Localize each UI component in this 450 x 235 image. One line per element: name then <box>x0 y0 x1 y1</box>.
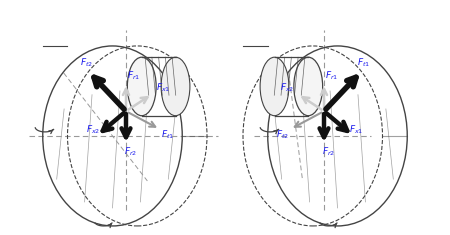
Ellipse shape <box>127 57 156 116</box>
Text: $F_{r2}$: $F_{r2}$ <box>124 145 137 158</box>
Text: $F_{t2}$: $F_{t2}$ <box>276 128 289 141</box>
Ellipse shape <box>294 57 323 116</box>
Text: $F_{x2}$: $F_{x2}$ <box>86 124 101 136</box>
Ellipse shape <box>260 57 289 116</box>
Text: $F_{t1}$: $F_{t1}$ <box>357 56 370 69</box>
Text: $F_{x2}$: $F_{x2}$ <box>280 82 294 94</box>
Text: $F_{t2}$: $F_{t2}$ <box>80 56 93 69</box>
Text: $F_{r2}$: $F_{r2}$ <box>322 145 335 158</box>
Text: $F_{r1}$: $F_{r1}$ <box>127 70 141 82</box>
Text: $F_{r1}$: $F_{r1}$ <box>325 70 339 82</box>
Text: $F_{x1}$: $F_{x1}$ <box>349 124 364 136</box>
Ellipse shape <box>161 57 190 116</box>
Text: $F_{t1}$: $F_{t1}$ <box>161 128 174 141</box>
Text: $F_{x1}$: $F_{x1}$ <box>156 82 170 94</box>
